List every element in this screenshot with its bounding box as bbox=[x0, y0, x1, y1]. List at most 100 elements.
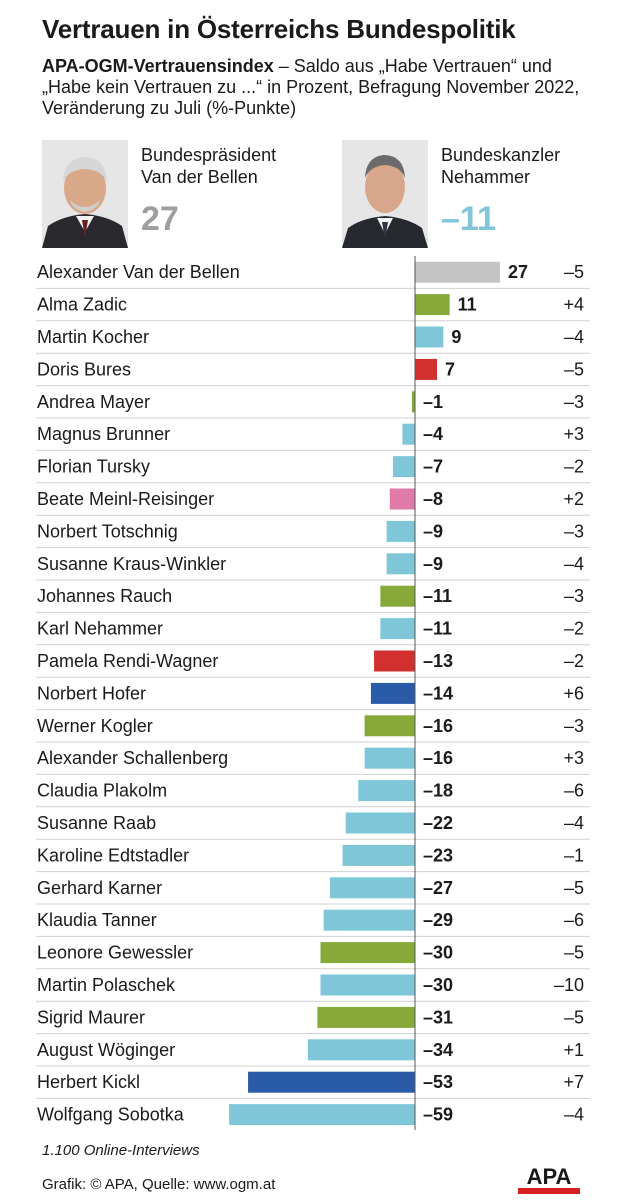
category-label: Gerhard Karner bbox=[37, 878, 162, 898]
value-label: 9 bbox=[451, 327, 461, 347]
value-label: –4 bbox=[423, 424, 443, 444]
category-label: Pamela Rendi-Wagner bbox=[37, 651, 218, 671]
change-label: +6 bbox=[563, 683, 584, 703]
bar bbox=[415, 294, 450, 316]
category-label: Susanne Raab bbox=[37, 813, 156, 833]
chart-subtitle: APA-OGM-Vertrauensindex – Saldo aus „Hab… bbox=[42, 56, 602, 119]
change-label: +1 bbox=[563, 1040, 584, 1060]
bar bbox=[364, 747, 415, 769]
category-label: Werner Kogler bbox=[37, 716, 153, 736]
value-label: –1 bbox=[423, 392, 443, 412]
category-label: Alexander Schallenberg bbox=[37, 748, 228, 768]
bar bbox=[380, 585, 415, 607]
value-label: –16 bbox=[423, 748, 453, 768]
category-label: Doris Bures bbox=[37, 359, 131, 379]
highlight-role-chancellor: Bundeskanzler Nehammer bbox=[441, 144, 560, 188]
highlight-role-president: Bundespräsident Van der Bellen bbox=[141, 144, 276, 188]
chart-title: Vertrauen in Österreichs Bundespolitik bbox=[42, 14, 516, 44]
bar bbox=[248, 1071, 415, 1093]
bar bbox=[320, 942, 415, 964]
highlight-role-line2: Nehammer bbox=[441, 167, 531, 187]
bar bbox=[342, 844, 415, 866]
change-label: +3 bbox=[563, 424, 584, 444]
bar bbox=[389, 488, 415, 510]
bar bbox=[374, 650, 415, 672]
value-label: –8 bbox=[423, 489, 443, 509]
category-label: Wolfgang Sobotka bbox=[37, 1105, 185, 1125]
category-label: Beate Meinl-Reisinger bbox=[37, 489, 214, 509]
category-label: Alexander Van der Bellen bbox=[37, 262, 240, 282]
change-label: –2 bbox=[564, 457, 584, 477]
change-label: –4 bbox=[564, 554, 584, 574]
value-label: –14 bbox=[423, 683, 453, 703]
value-label: –7 bbox=[423, 457, 443, 477]
subtitle-index-name: APA-OGM-Vertrauensindex bbox=[42, 56, 274, 76]
value-label: –53 bbox=[423, 1072, 453, 1092]
highlight-value-chancellor: –11 bbox=[441, 200, 496, 238]
portrait-van-der-bellen-image bbox=[42, 140, 128, 248]
highlight-role-line1: Bundeskanzler bbox=[441, 145, 561, 165]
bar bbox=[415, 326, 444, 348]
category-label: Susanne Kraus-Winkler bbox=[37, 554, 226, 574]
value-label: –11 bbox=[423, 619, 452, 639]
value-label: –16 bbox=[423, 716, 453, 736]
highlight-value-president: 27 bbox=[141, 200, 179, 238]
subtitle-description: – Saldo aus „Habe Vertrauen“ und „Habe k… bbox=[42, 56, 580, 118]
category-label: Norbert Totschnig bbox=[37, 521, 178, 541]
bar bbox=[370, 682, 415, 704]
bar bbox=[402, 423, 415, 445]
change-label: –4 bbox=[564, 1105, 584, 1125]
value-label: –18 bbox=[423, 781, 453, 801]
value-label: –34 bbox=[423, 1040, 453, 1060]
category-label: Leonore Gewessler bbox=[37, 943, 193, 963]
footnote-interviews: 1.100 Online-Interviews bbox=[42, 1142, 200, 1159]
bar bbox=[386, 520, 415, 542]
bar bbox=[345, 812, 415, 834]
trust-index-bar-chart: Alexander Van der Bellen 27 –5 Alma Zadic 11… bbox=[36, 256, 590, 1130]
value-label: –23 bbox=[423, 845, 453, 865]
change-label: –4 bbox=[564, 327, 584, 347]
change-label: –4 bbox=[564, 813, 584, 833]
bar bbox=[358, 780, 415, 802]
category-label: Klaudia Tanner bbox=[37, 910, 157, 930]
bar bbox=[320, 974, 415, 996]
value-label: 7 bbox=[445, 359, 455, 379]
svg-text:APA: APA bbox=[527, 1164, 572, 1189]
change-label: –6 bbox=[564, 910, 584, 930]
apa-logo: APA bbox=[518, 1164, 580, 1194]
bar bbox=[229, 1104, 415, 1126]
bar bbox=[380, 618, 415, 640]
value-label: –30 bbox=[423, 975, 453, 995]
change-label: –3 bbox=[564, 392, 584, 412]
category-label: Magnus Brunner bbox=[37, 424, 170, 444]
value-label: –59 bbox=[423, 1105, 453, 1125]
bar bbox=[392, 456, 415, 478]
highlight-role-line1: Bundespräsident bbox=[141, 145, 277, 165]
change-label: +7 bbox=[563, 1072, 584, 1092]
value-label: –27 bbox=[423, 878, 453, 898]
bar bbox=[415, 358, 438, 380]
category-label: Karl Nehammer bbox=[37, 619, 163, 639]
change-label: –5 bbox=[564, 359, 584, 379]
value-label: –13 bbox=[423, 651, 453, 671]
category-label: Herbert Kickl bbox=[37, 1072, 140, 1092]
value-label: –30 bbox=[423, 943, 453, 963]
category-label: Johannes Rauch bbox=[37, 586, 172, 606]
value-label: –9 bbox=[423, 521, 443, 541]
value-label: –9 bbox=[423, 554, 443, 574]
value-label: –31 bbox=[423, 1007, 453, 1027]
category-label: Sigrid Maurer bbox=[37, 1007, 145, 1027]
change-label: –5 bbox=[564, 878, 584, 898]
change-label: +3 bbox=[563, 748, 584, 768]
change-label: –3 bbox=[564, 521, 584, 541]
category-label: Martin Kocher bbox=[37, 327, 149, 347]
bar bbox=[386, 553, 415, 575]
bar bbox=[317, 1006, 415, 1028]
change-label: –3 bbox=[564, 586, 584, 606]
value-label: –22 bbox=[423, 813, 453, 833]
bar bbox=[415, 261, 501, 283]
change-label: +4 bbox=[563, 295, 584, 315]
change-label: –2 bbox=[564, 651, 584, 671]
change-label: –5 bbox=[564, 943, 584, 963]
value-label: 11 bbox=[458, 295, 477, 315]
